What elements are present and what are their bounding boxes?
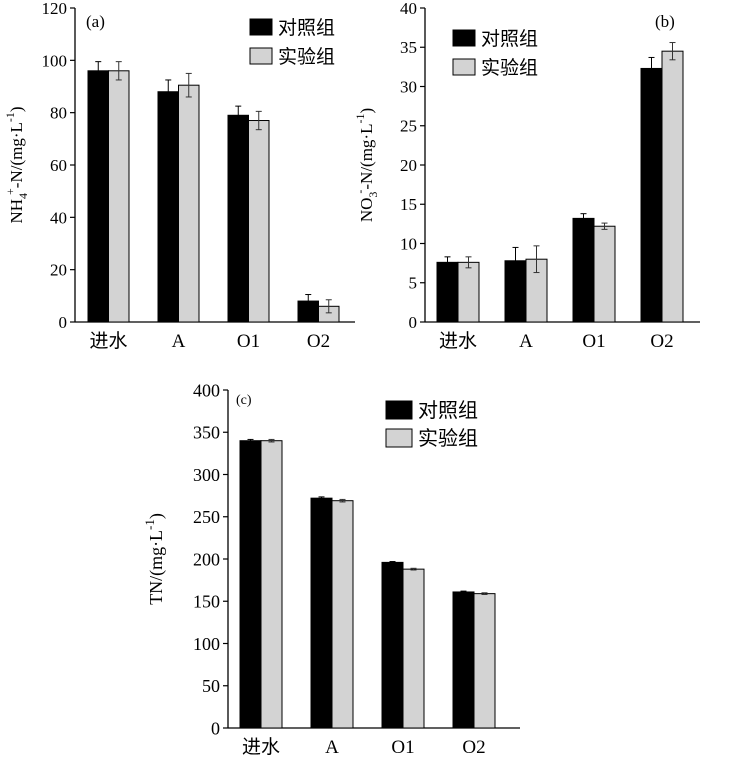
y-label-superscript: - xyxy=(353,190,367,194)
legend-swatch-experimental xyxy=(385,428,413,448)
y-tick-label: 80 xyxy=(50,104,67,123)
y-tick-label: 5 xyxy=(409,274,418,293)
y-tick-label: 120 xyxy=(42,0,68,18)
y-axis-label: TN/(mg·L-1) xyxy=(142,513,167,605)
bar-experimental-2 xyxy=(593,225,616,323)
y-tick-label: 200 xyxy=(193,549,220,569)
y-tick-label: 250 xyxy=(193,507,220,527)
legend-label: 实验组 xyxy=(278,46,335,68)
y-label-unit-superscript: -1 xyxy=(3,112,17,122)
y-axis-label: NH4+-N/(mg·L-1) xyxy=(3,106,30,223)
bar-control-0 xyxy=(87,70,109,323)
bar-experimental-3 xyxy=(473,593,496,729)
bar-control-2 xyxy=(227,114,249,323)
legend-label: 对照组 xyxy=(418,399,478,422)
y-tick-label: 100 xyxy=(42,51,68,70)
y-label-unit: -N/(mg·L xyxy=(7,122,26,188)
y-label-superscript: + xyxy=(3,188,17,195)
y-tick-label: 0 xyxy=(409,313,418,332)
category-label: A xyxy=(325,737,339,758)
bar-control-2 xyxy=(572,217,595,323)
bar-experimental-0 xyxy=(260,440,283,729)
chart-panel-a: 0 20 40 60 80 100 120 进水 A O1 O2 (a) NH4+-N/(mg·L-1)… xyxy=(3,0,355,352)
bar-control-1 xyxy=(157,91,179,323)
y-label-unit-superscript: -1 xyxy=(353,114,367,124)
bar-control-2 xyxy=(381,561,404,729)
y-label-end: ) xyxy=(146,513,167,519)
category-label: O1 xyxy=(391,737,414,758)
y-tick-label: 35 xyxy=(400,38,417,57)
chart-panel-c: 0 50 100 150 200 250 300 350 400 进水 A O1 O2 (c) TN/(mg… xyxy=(142,380,520,758)
panel-label: (a) xyxy=(86,12,105,31)
y-axis-label: NO3--N/(mg·L-1) xyxy=(353,108,380,222)
bar-experimental-1 xyxy=(178,84,200,323)
y-tick-label: 15 xyxy=(400,195,417,214)
bar-control-0 xyxy=(436,261,459,323)
y-label-subscript: 3 xyxy=(366,192,380,198)
y-label-unit-superscript: -1 xyxy=(142,519,157,530)
legend-swatch-control xyxy=(452,29,476,47)
legend-label: 对照组 xyxy=(481,28,538,50)
legend-swatch-control xyxy=(385,400,413,420)
legend-swatch-experimental xyxy=(249,47,273,65)
y-tick-label: 60 xyxy=(50,156,67,175)
legend-swatch-experimental xyxy=(452,58,476,76)
category-label: 进水 xyxy=(89,330,127,352)
y-tick-label: 100 xyxy=(193,634,220,654)
y-tick-label: 20 xyxy=(400,156,417,175)
category-label: O1 xyxy=(582,331,605,352)
y-tick-label: 0 xyxy=(59,313,68,332)
category-label: O2 xyxy=(307,331,330,352)
bar-experimental-1 xyxy=(331,500,354,729)
legend-swatch-control xyxy=(249,18,273,36)
y-tick-label: 50 xyxy=(202,676,220,696)
legend-label: 对照组 xyxy=(278,17,335,39)
category-label: 进水 xyxy=(439,330,477,352)
y-label-end: ) xyxy=(7,106,26,112)
category-label: O2 xyxy=(650,331,673,352)
bar-experimental-3 xyxy=(661,50,684,323)
bar-control-3 xyxy=(640,67,663,323)
y-tick-label: 25 xyxy=(400,117,417,136)
chart-panel-b: 0 5 10 15 20 25 30 35 40 进水 A O1 O2 (b) NO3--N/(mg·L-1… xyxy=(353,0,700,352)
y-tick-label: 150 xyxy=(193,592,220,612)
category-label: 进水 xyxy=(242,736,280,758)
bar-experimental-0 xyxy=(457,261,480,323)
y-tick-label: 10 xyxy=(400,234,417,253)
y-label-end: ) xyxy=(357,108,376,114)
y-tick-label: 30 xyxy=(400,77,417,96)
y-tick-label: 350 xyxy=(193,423,220,443)
y-tick-label: 0 xyxy=(211,718,220,738)
panel-label: (c) xyxy=(236,393,252,408)
y-label-unit: -N/(mg·L xyxy=(357,124,376,190)
category-label: O1 xyxy=(237,331,260,352)
y-label-subscript: 4 xyxy=(16,193,30,199)
bar-experimental-2 xyxy=(248,120,270,323)
y-tick-label: 40 xyxy=(50,208,67,227)
category-label: A xyxy=(172,331,186,352)
bar-control-1 xyxy=(310,497,333,729)
y-label-main: NH xyxy=(7,199,26,224)
legend-label: 实验组 xyxy=(481,57,538,79)
y-tick-label: 300 xyxy=(193,465,220,485)
bar-control-0 xyxy=(239,440,262,729)
bar-control-3 xyxy=(452,591,475,729)
y-tick-label: 20 xyxy=(50,261,67,280)
y-tick-label: 400 xyxy=(193,380,220,400)
bar-experimental-2 xyxy=(402,568,425,729)
legend-label: 实验组 xyxy=(418,427,478,450)
y-label-main: TN/(mg·L xyxy=(146,530,167,605)
bar-experimental-0 xyxy=(108,70,130,323)
category-label: O2 xyxy=(462,737,485,758)
y-tick-label: 40 xyxy=(400,0,417,18)
panel-label: (b) xyxy=(655,12,675,31)
y-label-main: NO xyxy=(357,198,376,223)
category-label: A xyxy=(519,331,533,352)
